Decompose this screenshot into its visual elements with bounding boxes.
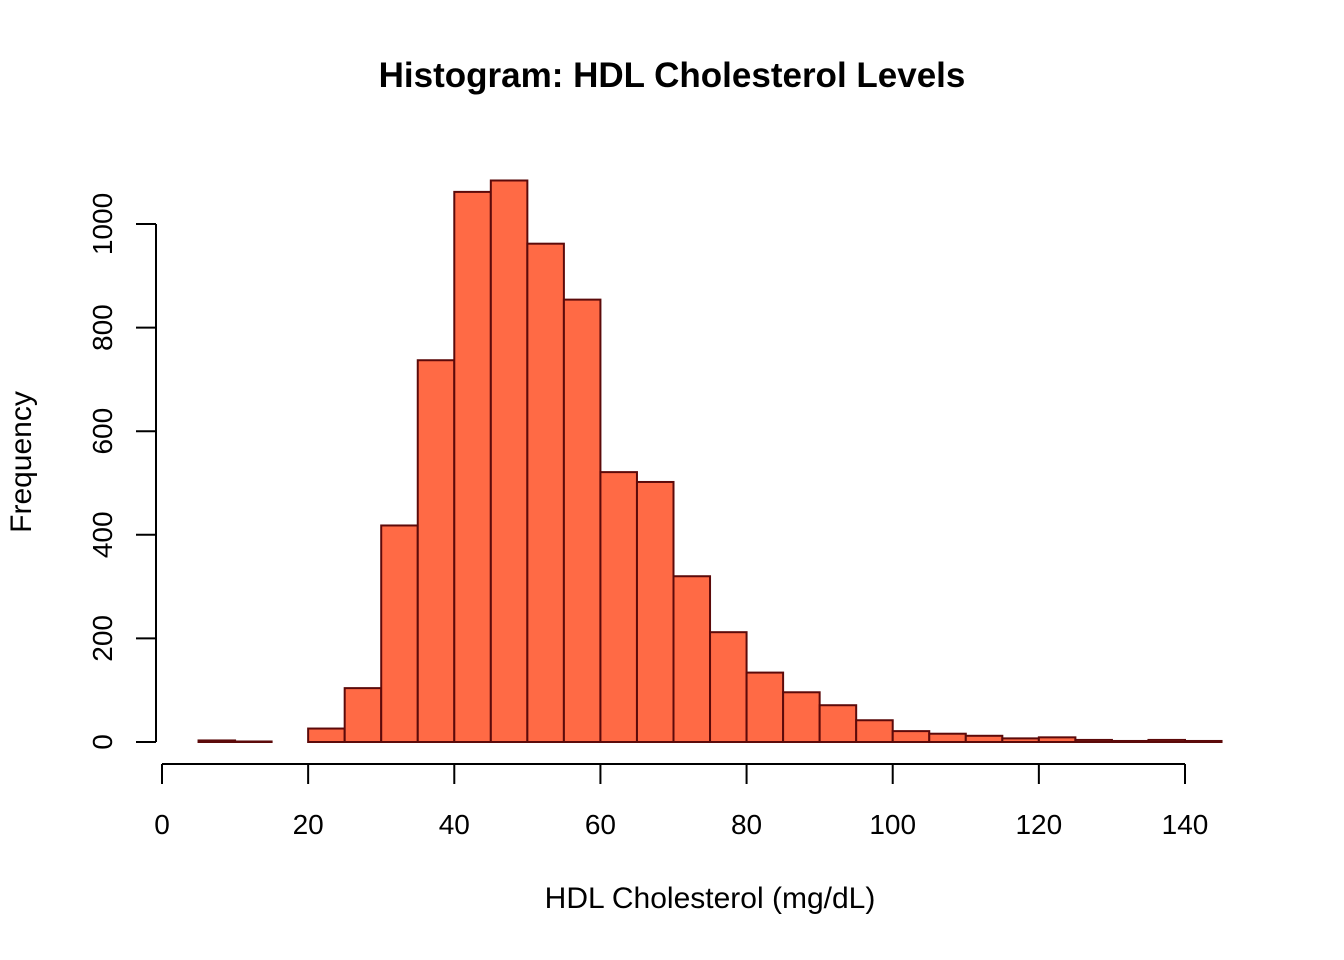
- histogram-bar: [672, 575, 712, 743]
- histogram-bar: [1110, 739, 1150, 743]
- histogram-bar: [489, 179, 529, 744]
- x-tick-label: 140: [1162, 809, 1209, 840]
- histogram-bar: [343, 687, 383, 743]
- histogram-bar: [855, 719, 894, 744]
- histogram-bar: [635, 480, 675, 743]
- histogram-bar: [1184, 739, 1223, 743]
- histogram-bar: [197, 739, 237, 743]
- histogram-bar: [453, 190, 492, 744]
- histogram-bar: [709, 631, 748, 744]
- y-tick-label: 200: [87, 615, 118, 662]
- histogram-bar: [1074, 738, 1113, 743]
- histogram-bar: [1001, 737, 1040, 744]
- histogram-bar: [1147, 738, 1186, 743]
- histogram-bar: [782, 691, 821, 743]
- histogram-bar: [416, 359, 456, 743]
- chart-title: Histogram: HDL Cholesterol Levels: [378, 56, 966, 95]
- histogram-bar: [599, 471, 638, 743]
- x-tick-label: 60: [585, 809, 616, 840]
- histogram-bar: [380, 524, 419, 744]
- x-tick-label: 120: [1015, 809, 1062, 840]
- histogram-bar: [562, 298, 602, 743]
- histogram-bar: [964, 734, 1004, 743]
- x-tick-label: 100: [869, 809, 916, 840]
- histogram-bar: [234, 740, 273, 743]
- histogram-bar: [1037, 736, 1077, 744]
- y-tick-label: 800: [87, 304, 118, 351]
- y-tick-label: 400: [87, 511, 118, 558]
- y-axis-label: Frequency: [5, 391, 38, 533]
- histogram-bar: [526, 242, 565, 744]
- y-tick-label: 600: [87, 408, 118, 455]
- histogram-bar: [307, 727, 346, 743]
- histogram-bar: [818, 704, 858, 743]
- histogram-bar: [745, 671, 785, 744]
- x-tick-label: 0: [154, 809, 170, 840]
- x-tick-label: 80: [731, 809, 762, 840]
- histogram-bar: [891, 730, 931, 744]
- y-tick-label: 0: [87, 734, 118, 750]
- x-tick-label: 20: [293, 809, 324, 840]
- histogram-bar: [928, 732, 967, 743]
- x-tick-label: 40: [439, 809, 470, 840]
- y-tick-label: 1000: [87, 193, 118, 255]
- x-axis-label: HDL Cholesterol (mg/dL): [544, 882, 876, 915]
